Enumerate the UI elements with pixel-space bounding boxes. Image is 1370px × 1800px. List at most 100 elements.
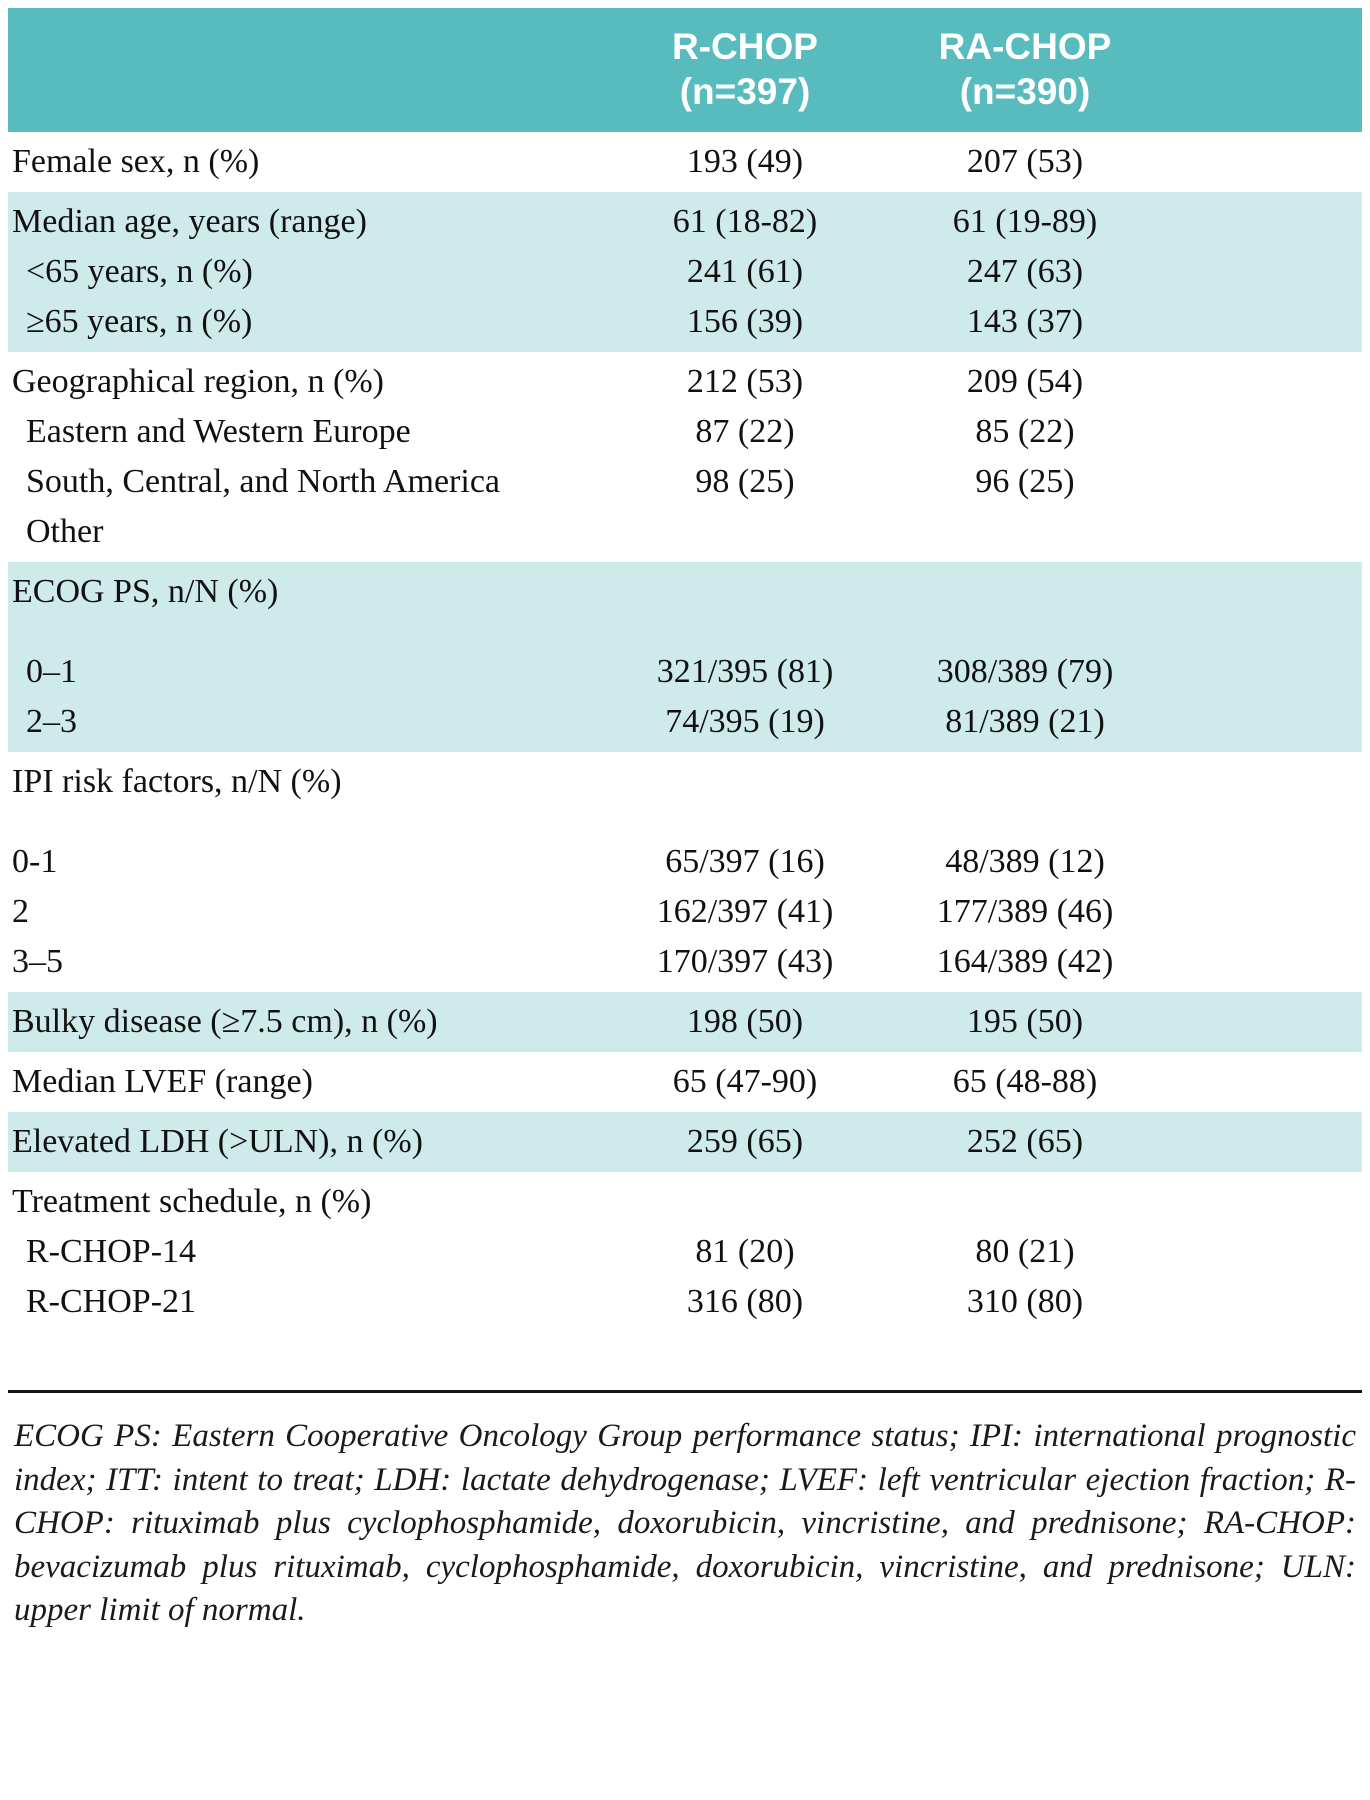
table-row: 0-1 65/397 (16) 48/389 (12) bbox=[8, 837, 1362, 887]
ra-chop-value: 310 (80) bbox=[966, 1283, 1084, 1321]
table-row: <65 years, n (%) 241 (61) 247 (63) bbox=[8, 247, 1362, 297]
row-spacer bbox=[1165, 1227, 1362, 1277]
row-spacer bbox=[1165, 457, 1362, 507]
row-spacer bbox=[1165, 1057, 1362, 1107]
table-row: Other bbox=[8, 507, 1362, 557]
r-chop-value: 259 (65) bbox=[686, 1123, 804, 1161]
row-spacer bbox=[1165, 1277, 1362, 1327]
row-spacer bbox=[1165, 507, 1362, 557]
ra-chop-value: 61 (19-89) bbox=[952, 203, 1098, 241]
table-row: Treatment schedule, n (%) bbox=[8, 1177, 1362, 1227]
header-spacer bbox=[1165, 24, 1362, 114]
table-row: ≥65 years, n (%) 156 (39) 143 (37) bbox=[8, 297, 1362, 347]
r-chop-value bbox=[605, 757, 885, 807]
ra-chop-value: 85 (22) bbox=[975, 413, 1075, 451]
column-n-ra-chop: (n=390) bbox=[959, 71, 1091, 113]
row-group: Geographical region, n (%) 212 (53) 209 (5… bbox=[8, 352, 1362, 563]
row-label: <65 years, n (%) bbox=[26, 253, 253, 291]
row-spacer bbox=[1165, 1177, 1362, 1227]
ra-chop-value: 81/389 (21) bbox=[945, 703, 1105, 741]
row-spacer bbox=[1165, 997, 1362, 1047]
header-empty-cell bbox=[8, 24, 605, 114]
row-group: Female sex, n (%) 193 (49) 207 (53) bbox=[8, 132, 1362, 193]
row-spacer bbox=[1165, 407, 1362, 457]
column-n-r-chop: (n=397) bbox=[679, 71, 811, 113]
row-spacer bbox=[1165, 837, 1362, 887]
r-chop-value: 193 (49) bbox=[686, 143, 804, 181]
row-spacer bbox=[1165, 757, 1362, 807]
ra-chop-value: 177/389 (46) bbox=[936, 893, 1114, 931]
table-row: Geographical region, n (%) 212 (53) 209 (5… bbox=[8, 357, 1362, 407]
ra-chop-value bbox=[885, 1177, 1165, 1227]
table-row: Eastern and Western Europe 87 (22) 85 (22) bbox=[8, 407, 1362, 457]
r-chop-value: 198 (50) bbox=[686, 1003, 804, 1041]
ra-chop-value: 80 (21) bbox=[975, 1233, 1075, 1271]
r-chop-value: 98 (25) bbox=[695, 463, 795, 501]
r-chop-value: 65/397 (16) bbox=[665, 843, 825, 881]
row-label: Geographical region, n (%) bbox=[12, 363, 384, 401]
row-spacer bbox=[1165, 887, 1362, 937]
row-label: South, Central, and North America bbox=[26, 463, 501, 501]
row-spacer bbox=[1165, 567, 1362, 617]
row-label: 2–3 bbox=[26, 703, 77, 741]
column-header-r-chop: R-CHOP (n=397) bbox=[605, 24, 885, 114]
r-chop-value: 81 (20) bbox=[695, 1233, 795, 1271]
row-spacer bbox=[1165, 697, 1362, 747]
row-spacer bbox=[1165, 1117, 1362, 1167]
table-row: 2–3 74/395 (19) 81/389 (21) bbox=[8, 697, 1362, 747]
row-label: 0-1 bbox=[12, 843, 58, 881]
ra-chop-value: 207 (53) bbox=[966, 143, 1084, 181]
row-group: IPI risk factors, n/N (%) 0-1 65/397 (16) 4… bbox=[8, 752, 1362, 993]
row-label: 2 bbox=[12, 893, 29, 931]
row-label: Treatment schedule, n (%) bbox=[12, 1183, 372, 1221]
row-label: Median LVEF (range) bbox=[12, 1063, 313, 1101]
r-chop-value: 65 (47-90) bbox=[672, 1063, 818, 1101]
r-chop-value: 321/395 (81) bbox=[656, 653, 834, 691]
row-label: Elevated LDH (>ULN), n (%) bbox=[12, 1123, 423, 1161]
table-row: Female sex, n (%) 193 (49) 207 (53) bbox=[8, 137, 1362, 187]
ra-chop-value: 308/389 (79) bbox=[936, 653, 1114, 691]
r-chop-value: 61 (18-82) bbox=[672, 203, 818, 241]
ra-chop-value bbox=[885, 567, 1165, 617]
row-group: ECOG PS, n/N (%) 0–1 321/395 (81) 308/389 (… bbox=[8, 562, 1362, 753]
table-row: ECOG PS, n/N (%) bbox=[8, 567, 1362, 647]
row-group: Median LVEF (range) 65 (47-90) 65 (48-88) bbox=[8, 1052, 1362, 1113]
r-chop-value: 241 (61) bbox=[686, 253, 804, 291]
r-chop-value: 170/397 (43) bbox=[656, 943, 834, 981]
table-row: South, Central, and North America 98 (25)… bbox=[8, 457, 1362, 507]
ra-chop-value: 247 (63) bbox=[966, 253, 1084, 291]
ra-chop-value bbox=[885, 507, 1165, 557]
footnote-divider bbox=[8, 1390, 1362, 1394]
row-label: R-CHOP-21 bbox=[26, 1283, 197, 1321]
r-chop-value: 212 (53) bbox=[686, 363, 804, 401]
column-title-r-chop: R-CHOP bbox=[672, 26, 818, 67]
table-row: 3–5 170/397 (43) 164/389 (42) bbox=[8, 937, 1362, 987]
ra-chop-value: 65 (48-88) bbox=[952, 1063, 1098, 1101]
row-spacer bbox=[1165, 357, 1362, 407]
r-chop-value: 156 (39) bbox=[686, 303, 804, 341]
ra-chop-value bbox=[885, 757, 1165, 807]
r-chop-value: 74/395 (19) bbox=[665, 703, 825, 741]
row-label: Female sex, n (%) bbox=[12, 143, 260, 181]
table-row: R-CHOP-21 316 (80) 310 (80) bbox=[8, 1277, 1362, 1327]
table-row: IPI risk factors, n/N (%) bbox=[8, 757, 1362, 837]
row-group: Elevated LDH (>ULN), n (%) 259 (65) 252 (6… bbox=[8, 1112, 1362, 1173]
row-spacer bbox=[1165, 937, 1362, 987]
r-chop-value bbox=[605, 1177, 885, 1227]
row-label: 0–1 bbox=[26, 653, 77, 691]
column-title-ra-chop: RA-CHOP bbox=[938, 26, 1112, 67]
row-label: Other bbox=[26, 513, 104, 551]
table-header: R-CHOP (n=397) RA-CHOP (n=390) bbox=[8, 8, 1362, 133]
row-label: Bulky disease (≥7.5 cm), n (%) bbox=[12, 1003, 438, 1041]
row-group: Bulky disease (≥7.5 cm), n (%) 198 (50) 19… bbox=[8, 992, 1362, 1053]
column-header-ra-chop: RA-CHOP (n=390) bbox=[885, 24, 1165, 114]
table-row: R-CHOP-14 81 (20) 80 (21) bbox=[8, 1227, 1362, 1277]
table-page: R-CHOP (n=397) RA-CHOP (n=390) Female se… bbox=[8, 8, 1362, 1628]
row-spacer bbox=[1165, 197, 1362, 247]
r-chop-value: 162/397 (41) bbox=[656, 893, 834, 931]
row-spacer bbox=[1165, 247, 1362, 297]
table-row: Median LVEF (range) 65 (47-90) 65 (48-88) bbox=[8, 1057, 1362, 1107]
ra-chop-value: 143 (37) bbox=[966, 303, 1084, 341]
r-chop-value bbox=[605, 567, 885, 617]
r-chop-value: 87 (22) bbox=[695, 413, 795, 451]
